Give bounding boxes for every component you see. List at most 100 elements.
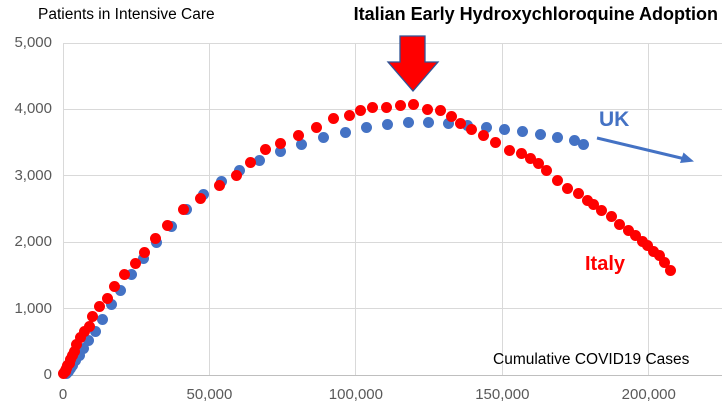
y-tick-label: 3,000	[14, 166, 52, 184]
data-point-italy	[503, 145, 515, 156]
data-point-italy	[629, 229, 641, 241]
data-point-italy	[328, 113, 340, 125]
y-gridline	[63, 42, 722, 44]
data-point-italy	[275, 137, 287, 149]
data-point-italy	[622, 225, 634, 237]
data-point-uk	[274, 146, 286, 158]
x-tick-label: 200,000	[621, 386, 676, 403]
y-tick-label: 5,000	[14, 34, 52, 51]
x-tick-label: 50,000	[186, 386, 233, 403]
data-point-italy	[613, 218, 625, 230]
x-gridline	[355, 43, 357, 375]
data-point-italy	[422, 104, 434, 116]
data-point-uk	[552, 132, 564, 144]
down-arrow-icon	[386, 35, 440, 92]
chart-title: Italian Early Hydroxychloroquine Adoptio…	[353, 4, 718, 24]
data-point-italy	[606, 211, 618, 223]
data-point-uk	[568, 135, 580, 147]
data-point-italy	[109, 281, 121, 293]
data-point-italy	[653, 250, 665, 262]
data-point-italy	[195, 193, 207, 205]
data-point-italy	[445, 110, 457, 122]
data-point-italy	[93, 301, 105, 313]
data-point-italy	[465, 124, 477, 136]
data-point-uk	[138, 252, 150, 264]
y-gridline	[63, 175, 722, 177]
y-tick-label: 1,000	[14, 299, 52, 317]
data-point-italy	[659, 257, 671, 269]
y-tick-label: 4,000	[14, 100, 52, 118]
data-point-italy	[588, 198, 600, 210]
data-point-italy	[489, 137, 501, 149]
data-point-italy	[408, 99, 420, 111]
data-point-italy	[381, 101, 393, 113]
data-point-italy	[244, 156, 256, 168]
data-point-italy	[162, 219, 174, 231]
x-gridline	[648, 43, 650, 375]
data-point-uk	[402, 116, 414, 128]
data-point-italy	[79, 326, 91, 338]
data-point-uk	[481, 121, 493, 133]
data-point-italy	[119, 268, 131, 280]
data-point-italy	[524, 153, 536, 165]
data-point-italy	[394, 100, 406, 112]
data-point-uk	[78, 342, 89, 354]
data-point-italy	[230, 169, 242, 181]
data-point-uk	[295, 139, 307, 151]
y-axis-title: Patients in Intensive Care	[38, 6, 215, 23]
data-point-italy	[310, 121, 322, 133]
data-point-italy	[343, 110, 355, 122]
data-point-italy	[293, 129, 305, 141]
data-point-uk	[578, 139, 590, 151]
x-gridline	[208, 43, 210, 375]
data-point-uk	[89, 325, 101, 337]
data-point-italy	[572, 188, 584, 200]
y-gridline	[63, 241, 722, 243]
x-gridline	[62, 43, 64, 375]
data-point-uk	[126, 268, 138, 280]
x-gridline	[501, 43, 503, 375]
italy-series-label: Italy	[585, 253, 626, 275]
data-point-italy	[177, 203, 189, 215]
uk-series-label: UK	[599, 108, 630, 131]
data-point-italy	[515, 147, 527, 159]
data-point-uk	[442, 117, 454, 129]
data-point-italy	[71, 338, 83, 350]
data-point-italy	[260, 144, 272, 155]
data-point-uk	[382, 118, 394, 130]
data-point-italy	[596, 205, 608, 217]
data-point-italy	[74, 331, 86, 343]
data-point-italy	[101, 292, 113, 304]
data-point-uk	[517, 126, 529, 138]
data-point-uk	[534, 129, 546, 141]
data-point-uk	[83, 334, 95, 346]
data-point-italy	[84, 320, 96, 332]
data-point-uk	[360, 122, 372, 134]
y-tick-label: 2,000	[14, 233, 52, 251]
x-tick-label: 0	[58, 386, 68, 403]
data-point-uk	[73, 349, 85, 361]
data-point-italy	[562, 182, 574, 194]
data-point-italy	[355, 105, 367, 117]
data-point-uk	[499, 124, 511, 136]
data-point-italy	[478, 130, 490, 142]
data-point-italy	[664, 264, 676, 276]
data-point-italy	[149, 232, 161, 244]
data-point-italy	[139, 246, 151, 258]
data-point-italy	[647, 245, 659, 257]
trend-arrow-icon	[596, 136, 694, 163]
data-point-uk	[317, 132, 329, 144]
x-axis-line	[63, 375, 722, 376]
data-point-italy	[533, 157, 545, 169]
data-point-uk	[254, 155, 266, 167]
data-point-italy	[129, 258, 141, 270]
x-tick-label: 150,000	[475, 386, 530, 403]
x-axis-title: Cumulative COVID19 Cases	[493, 351, 690, 368]
data-point-uk	[115, 284, 127, 296]
y-gridline	[63, 108, 722, 110]
data-point-italy	[367, 102, 379, 114]
y-gridline	[63, 308, 722, 310]
data-point-italy	[68, 346, 80, 358]
data-point-italy	[541, 165, 553, 177]
